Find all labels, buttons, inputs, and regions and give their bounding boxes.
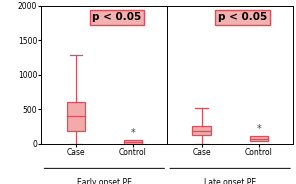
Bar (250, 136, 268, 141)
Text: Late onset PE: Late onset PE (204, 178, 256, 184)
Text: p < 0.05: p < 0.05 (92, 13, 141, 22)
Text: *: * (131, 128, 135, 138)
Bar (124, 140, 142, 144)
Bar (67, 102, 85, 131)
Text: *: * (256, 124, 261, 134)
Text: p < 0.05: p < 0.05 (218, 13, 267, 22)
Text: Early onset PE: Early onset PE (77, 178, 132, 184)
Bar (192, 126, 211, 135)
